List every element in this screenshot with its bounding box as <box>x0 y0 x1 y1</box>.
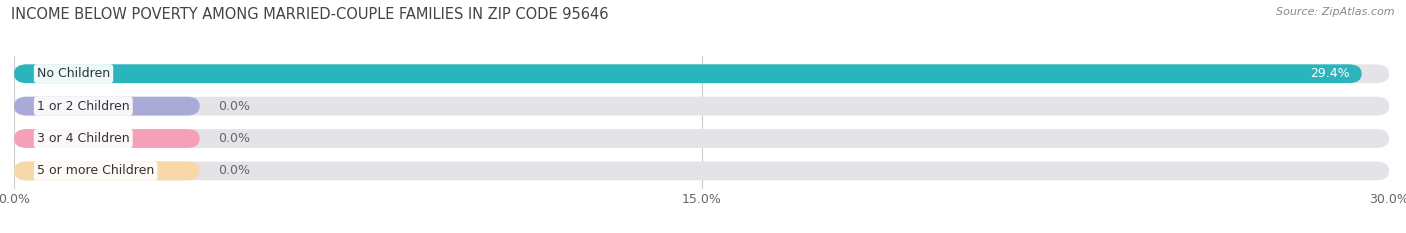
Text: 0.0%: 0.0% <box>218 100 250 113</box>
FancyBboxPatch shape <box>14 129 200 148</box>
FancyBboxPatch shape <box>14 161 1389 180</box>
FancyBboxPatch shape <box>14 97 1389 116</box>
FancyBboxPatch shape <box>14 97 200 116</box>
Text: 1 or 2 Children: 1 or 2 Children <box>37 100 129 113</box>
FancyBboxPatch shape <box>14 129 1389 148</box>
Text: Source: ZipAtlas.com: Source: ZipAtlas.com <box>1277 7 1395 17</box>
Text: 29.4%: 29.4% <box>1310 67 1350 80</box>
FancyBboxPatch shape <box>14 64 1361 83</box>
Text: INCOME BELOW POVERTY AMONG MARRIED-COUPLE FAMILIES IN ZIP CODE 95646: INCOME BELOW POVERTY AMONG MARRIED-COUPL… <box>11 7 609 22</box>
Text: 3 or 4 Children: 3 or 4 Children <box>37 132 129 145</box>
FancyBboxPatch shape <box>14 64 1389 83</box>
Text: 0.0%: 0.0% <box>218 132 250 145</box>
Text: No Children: No Children <box>37 67 110 80</box>
FancyBboxPatch shape <box>14 161 200 180</box>
Text: 0.0%: 0.0% <box>218 164 250 177</box>
Text: 5 or more Children: 5 or more Children <box>37 164 155 177</box>
